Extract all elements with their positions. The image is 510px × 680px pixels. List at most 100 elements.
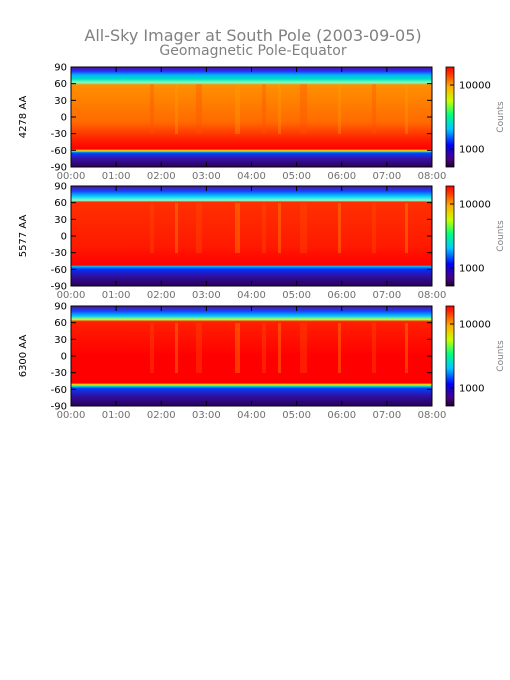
- heatmap-streak: [150, 323, 154, 373]
- heatmap-streak: [196, 203, 202, 253]
- y-tick-label: -30: [51, 368, 67, 379]
- x-tick-label: 03:00: [192, 290, 221, 301]
- x-tick-label: 03:00: [192, 410, 221, 421]
- heatmap-2: [71, 186, 432, 286]
- x-tick-label: 04:00: [237, 171, 266, 182]
- x-tick-label: 02:00: [147, 171, 176, 182]
- x-tick-label: 02:00: [147, 410, 176, 421]
- x-tick-label: 03:00: [192, 171, 221, 182]
- colorbar-label: Counts: [496, 340, 506, 372]
- x-tick-label: 01:00: [102, 290, 131, 301]
- heatmap-streak: [262, 323, 266, 373]
- heatmap-streak: [338, 84, 341, 134]
- y-axis-label: 4278 AA: [18, 96, 29, 139]
- x-tick-label: 00:00: [57, 290, 86, 301]
- y-tick-label: 60: [54, 318, 67, 329]
- colorbar-tick-label: 10000: [459, 81, 491, 92]
- chart-title: All-Sky Imager at South Pole (2003-09-05…: [84, 26, 421, 45]
- colorbar: [445, 66, 455, 168]
- colorbar: [445, 305, 455, 407]
- x-tick-label: 05:00: [282, 410, 311, 421]
- y-tick-label: 0: [61, 232, 67, 243]
- y-tick-label: 30: [54, 215, 67, 226]
- heatmap-streak: [338, 323, 341, 373]
- x-tick-label: 01:00: [102, 410, 131, 421]
- heatmap-streak: [196, 84, 202, 134]
- heatmap-streak: [150, 84, 154, 134]
- x-tick-label: 00:00: [57, 171, 86, 182]
- y-tick-label: 90: [54, 63, 67, 74]
- heatmap-streak: [372, 203, 376, 253]
- heatmap-streak: [235, 323, 240, 373]
- heatmap-streak: [150, 203, 154, 253]
- heatmap-streak: [338, 203, 341, 253]
- heatmap-streak: [300, 203, 307, 253]
- heatmap-streak: [262, 203, 266, 253]
- chart-subtitle: Geomagnetic Pole-Equator: [159, 43, 346, 59]
- x-tick-label: 04:00: [237, 410, 266, 421]
- x-tick-label: 04:00: [237, 290, 266, 301]
- x-tick-label: 06:00: [327, 410, 356, 421]
- y-tick-label: -60: [51, 385, 67, 396]
- x-tick-label: 07:00: [372, 290, 401, 301]
- x-tick-label: 08:00: [418, 410, 447, 421]
- heatmap-streak: [235, 203, 240, 253]
- colorbar-tick-label: 1000: [459, 145, 484, 156]
- heatmap-3: [71, 306, 432, 406]
- x-tick-label: 08:00: [418, 290, 447, 301]
- heatmap-streak: [262, 84, 266, 134]
- y-tick-label: -90: [51, 402, 67, 413]
- colorbar-tick-label: 10000: [459, 320, 491, 331]
- y-tick-label: -30: [51, 248, 67, 259]
- y-tick-label: 90: [54, 302, 67, 313]
- heatmap-streak: [372, 323, 376, 373]
- heatmap-streak: [300, 84, 307, 134]
- heatmap-streak: [175, 203, 178, 253]
- heatmap-streak: [235, 84, 240, 134]
- heatmap-streak: [175, 84, 178, 134]
- y-tick-label: 30: [54, 335, 67, 346]
- y-tick-label: 0: [61, 113, 67, 124]
- y-tick-label: 60: [54, 79, 67, 90]
- heatmap-streak: [405, 203, 408, 253]
- y-tick-label: -60: [51, 265, 67, 276]
- y-tick-label: 60: [54, 198, 67, 209]
- heatmap-streak: [196, 323, 202, 373]
- heatmap-streak: [405, 84, 408, 134]
- colorbar-label: Counts: [496, 101, 506, 133]
- x-tick-label: 02:00: [147, 290, 176, 301]
- x-tick-label: 01:00: [102, 171, 131, 182]
- colorbar-tick-label: 1000: [459, 384, 484, 395]
- y-tick-label: -90: [51, 282, 67, 293]
- x-tick-label: 07:00: [372, 171, 401, 182]
- colorbar: [445, 185, 455, 287]
- heatmap-streak: [278, 323, 281, 373]
- y-tick-label: -60: [51, 146, 67, 157]
- y-tick-label: -30: [51, 129, 67, 140]
- y-tick-label: -90: [51, 163, 67, 174]
- x-tick-label: 05:00: [282, 171, 311, 182]
- y-tick-label: 0: [61, 352, 67, 363]
- x-tick-label: 07:00: [372, 410, 401, 421]
- heatmap-streak: [278, 203, 281, 253]
- y-axis-label: 5577 AA: [18, 215, 29, 258]
- y-tick-label: 90: [54, 182, 67, 193]
- heatmap-streak: [405, 323, 408, 373]
- x-tick-label: 08:00: [418, 171, 447, 182]
- x-tick-label: 06:00: [327, 290, 356, 301]
- heatmap-streak: [278, 84, 281, 134]
- y-tick-label: 30: [54, 96, 67, 107]
- heatmap-streak: [175, 323, 178, 373]
- colorbar-label: Counts: [496, 220, 506, 252]
- colorbar-tick-label: 10000: [459, 200, 491, 211]
- colorbar-tick-label: 1000: [459, 264, 484, 275]
- heatmap-1: [71, 67, 432, 167]
- heatmap-streak: [372, 84, 376, 134]
- heatmap-streak: [300, 323, 307, 373]
- x-tick-label: 05:00: [282, 290, 311, 301]
